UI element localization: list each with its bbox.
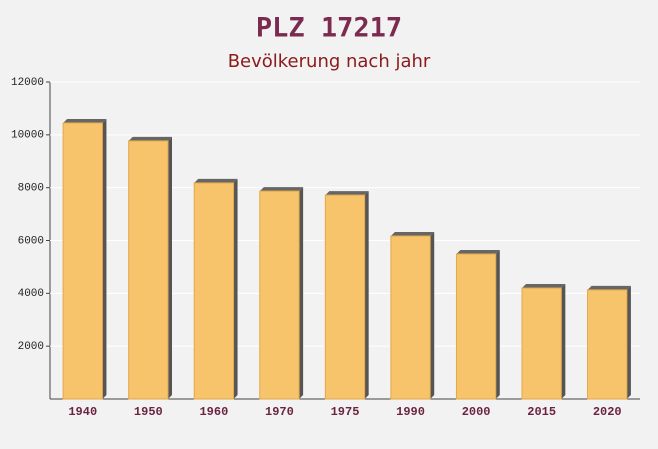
bar — [390, 235, 431, 400]
bar-shadow — [626, 285, 631, 399]
y-tick-label: 4000 — [18, 288, 44, 300]
y-tick-label: 8000 — [18, 183, 44, 195]
bar — [128, 140, 169, 400]
x-tick-label: 2015 — [527, 405, 556, 419]
bar-top — [63, 118, 107, 123]
chart-subtitle: Bevölkerung nach jahr — [228, 51, 431, 72]
bar-top — [194, 178, 238, 183]
bar-top — [587, 285, 631, 290]
x-tick-label: 1975 — [331, 405, 360, 419]
x-tick-label: 1950 — [134, 405, 163, 419]
bar-top — [325, 191, 369, 196]
bar-shadow — [233, 178, 238, 399]
x-tick-label: 1990 — [396, 405, 425, 419]
bar — [62, 122, 103, 400]
chart-title: PLZ 17217 — [256, 13, 402, 44]
bar-shadow — [102, 118, 107, 399]
y-tick-label: 6000 — [18, 235, 44, 247]
bar — [259, 190, 300, 400]
bar — [193, 182, 235, 400]
y-tick-label: 2000 — [18, 341, 44, 353]
bar-shadow — [495, 249, 500, 399]
bar — [324, 194, 366, 400]
y-tick-label: 12000 — [11, 77, 44, 89]
y-tick-label: 10000 — [11, 130, 44, 142]
bar — [521, 287, 562, 400]
bar-shadow — [299, 187, 304, 399]
bar-top — [456, 249, 500, 254]
bar — [587, 289, 628, 400]
bar-top — [390, 232, 435, 237]
bar-top — [522, 284, 566, 289]
bar — [455, 253, 497, 400]
bar-shadow — [561, 284, 566, 399]
x-tick-label: 2000 — [462, 405, 491, 419]
x-tick-label: 1970 — [265, 405, 294, 419]
bar-top — [128, 136, 172, 141]
bar-shadow — [168, 136, 172, 399]
bar-top — [259, 187, 304, 192]
x-tick-label: 2020 — [593, 405, 622, 419]
x-tick-label: 1940 — [68, 405, 97, 419]
x-tick-label: 1960 — [199, 405, 228, 419]
bar-shadow — [430, 232, 435, 399]
bar-shadow — [364, 191, 369, 399]
